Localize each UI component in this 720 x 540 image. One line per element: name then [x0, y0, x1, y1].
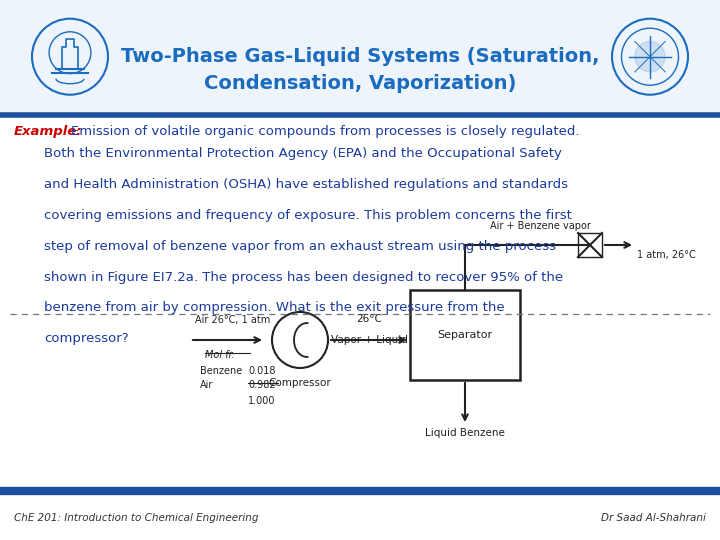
- Text: 0.982: 0.982: [248, 380, 276, 390]
- Text: Vapor + Liquid: Vapor + Liquid: [330, 335, 408, 345]
- Text: Liquid Benzene: Liquid Benzene: [425, 428, 505, 438]
- Text: 1 atm, 26°C: 1 atm, 26°C: [637, 250, 696, 260]
- Text: benzene from air by compression. What is the exit pressure from the: benzene from air by compression. What is…: [44, 301, 505, 314]
- Circle shape: [635, 42, 665, 72]
- Text: Condensation, Vaporization): Condensation, Vaporization): [204, 74, 516, 93]
- Text: Two-Phase Gas-Liquid Systems (Saturation,: Two-Phase Gas-Liquid Systems (Saturation…: [121, 47, 599, 66]
- Text: shown in Figure EI7.2a. The process has been designed to recover 95% of the: shown in Figure EI7.2a. The process has …: [44, 271, 563, 284]
- Text: covering emissions and frequency of exposure. This problem concerns the first: covering emissions and frequency of expo…: [44, 209, 572, 222]
- Text: ChE 201: Introduction to Chemical Engineering: ChE 201: Introduction to Chemical Engine…: [14, 514, 258, 523]
- Text: step of removal of benzene vapor from an exhaust stream using the process: step of removal of benzene vapor from an…: [44, 240, 556, 253]
- Text: Separator: Separator: [438, 330, 492, 340]
- Bar: [410, 290, 520, 380]
- Text: Compressor: Compressor: [269, 378, 331, 388]
- Text: Example:: Example:: [14, 125, 83, 138]
- Text: Air + Benzene vapor: Air + Benzene vapor: [490, 221, 590, 231]
- Text: 0.018: 0.018: [248, 366, 276, 376]
- Text: Air: Air: [200, 380, 213, 390]
- Text: Mol fr.: Mol fr.: [205, 350, 235, 360]
- Bar: [0, 0, 720, 113]
- Text: Both the Environmental Protection Agency (EPA) and the Occupational Safety: Both the Environmental Protection Agency…: [44, 147, 562, 160]
- Text: and Health Administration (OSHA) have established regulations and standards: and Health Administration (OSHA) have es…: [44, 178, 568, 191]
- Text: Air 26°C, 1 atm: Air 26°C, 1 atm: [195, 315, 270, 325]
- Text: compressor?: compressor?: [44, 332, 129, 345]
- Text: 1.000: 1.000: [248, 396, 276, 406]
- Text: Dr Saad Al-Shahrani: Dr Saad Al-Shahrani: [601, 514, 706, 523]
- Text: Emission of volatile organic compounds from processes is closely regulated.: Emission of volatile organic compounds f…: [71, 125, 580, 138]
- Text: 26°C: 26°C: [356, 314, 382, 324]
- Text: Benzene: Benzene: [200, 366, 242, 376]
